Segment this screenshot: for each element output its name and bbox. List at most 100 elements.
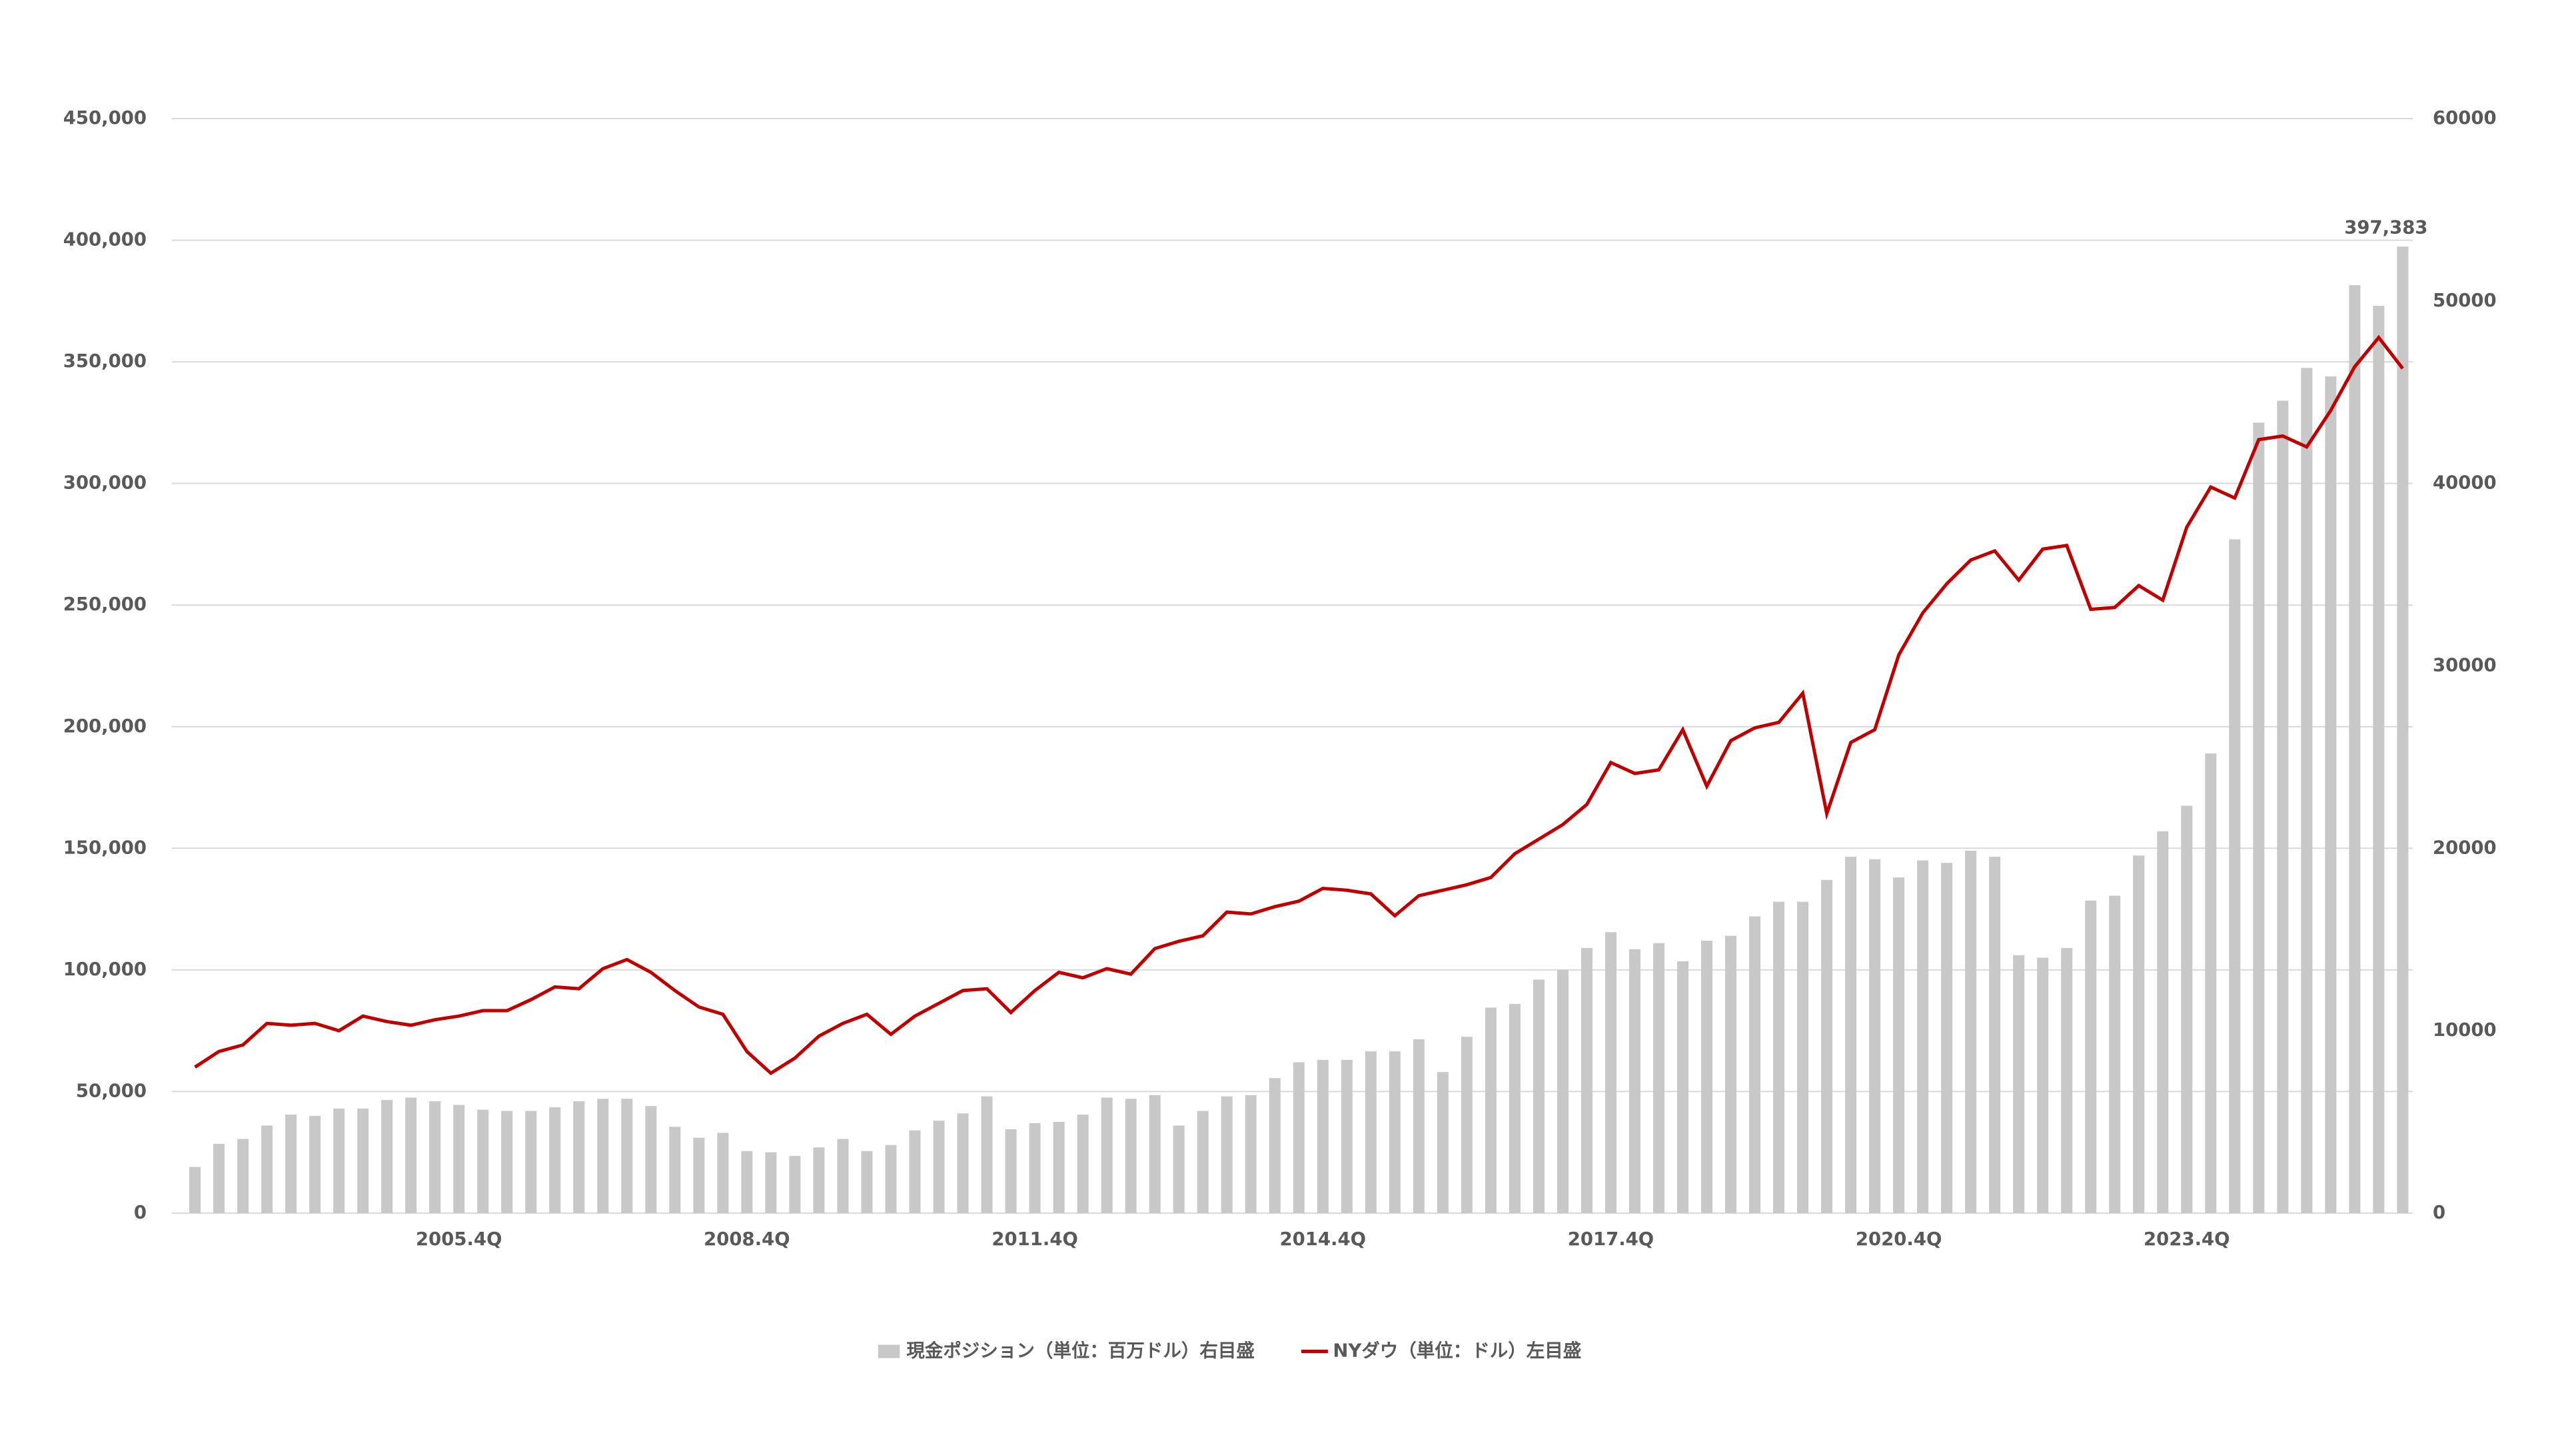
bar xyxy=(1941,863,1953,1213)
bar xyxy=(1437,1072,1449,1213)
bar xyxy=(2325,376,2337,1213)
bar xyxy=(2277,400,2289,1213)
bar xyxy=(1413,1039,1425,1213)
bar xyxy=(1005,1129,1017,1213)
y-tick-label: 250,000 xyxy=(63,594,147,615)
bar xyxy=(909,1130,921,1213)
bar xyxy=(189,1167,201,1213)
bar xyxy=(1652,943,1664,1213)
bar xyxy=(981,1096,993,1213)
bar xyxy=(2349,285,2361,1213)
bar xyxy=(1485,1007,1497,1213)
bar xyxy=(2397,246,2409,1213)
bar xyxy=(669,1127,681,1213)
bar xyxy=(1149,1095,1161,1213)
bar xyxy=(429,1101,441,1213)
bar xyxy=(1365,1051,1377,1213)
bar xyxy=(1197,1111,1209,1213)
bar xyxy=(285,1115,297,1213)
bar xyxy=(645,1106,657,1213)
value-label: 397,383 xyxy=(2344,217,2427,238)
bar xyxy=(2301,368,2313,1213)
bar xyxy=(2061,947,2073,1213)
bar xyxy=(1533,979,1545,1213)
bar xyxy=(1341,1059,1353,1213)
bar xyxy=(1293,1062,1305,1213)
bar xyxy=(1581,947,1593,1213)
bar xyxy=(1173,1125,1185,1213)
bar xyxy=(1965,850,1977,1213)
bar xyxy=(333,1108,345,1213)
bar xyxy=(1389,1051,1401,1213)
x-tick-label: 2005.4Q xyxy=(416,1228,502,1250)
bar xyxy=(741,1151,753,1213)
bar xyxy=(1628,949,1640,1213)
bar xyxy=(501,1111,513,1213)
bar xyxy=(2157,831,2169,1213)
y-tick-label: 300,000 xyxy=(63,472,147,494)
bar xyxy=(693,1137,705,1213)
bar xyxy=(1725,935,1737,1213)
legend-label: 現金ポジション（単位：百万ドル）右目盛 xyxy=(906,1340,1254,1361)
bar xyxy=(1221,1096,1233,1213)
legend-swatch xyxy=(878,1344,900,1358)
bar xyxy=(1701,941,1713,1213)
x-tick-label: 2017.4Q xyxy=(1568,1228,1654,1250)
bar xyxy=(1797,901,1809,1213)
bar xyxy=(2373,306,2385,1213)
bar xyxy=(1317,1059,1329,1213)
bar xyxy=(357,1108,369,1213)
bar xyxy=(813,1147,825,1213)
y2-tick-label: 0 xyxy=(2433,1202,2445,1223)
bar xyxy=(1821,879,1833,1213)
y-tick-label: 400,000 xyxy=(63,229,147,250)
y-tick-label: 450,000 xyxy=(63,107,147,129)
y-tick-label: 150,000 xyxy=(63,837,147,858)
bar xyxy=(2037,957,2049,1213)
x-tick-label: 2008.4Q xyxy=(704,1228,790,1250)
legend-label: NYダウ（単位：ドル）左目盛 xyxy=(1333,1340,1581,1361)
y-tick-label: 50,000 xyxy=(76,1080,147,1101)
bar xyxy=(1509,1003,1521,1213)
bar xyxy=(621,1099,633,1213)
bar xyxy=(717,1133,729,1213)
y2-tick-label: 50000 xyxy=(2433,290,2497,311)
bar xyxy=(1269,1078,1281,1213)
bar xyxy=(2229,539,2241,1213)
bar xyxy=(1125,1099,1137,1213)
x-tick-label: 2014.4Q xyxy=(1280,1228,1367,1250)
y-tick-label: 350,000 xyxy=(63,350,147,372)
x-tick-label: 2023.4Q xyxy=(2144,1228,2230,1250)
bar xyxy=(1989,857,2001,1213)
y2-tick-label: 30000 xyxy=(2433,654,2497,676)
bar xyxy=(525,1111,537,1213)
bar xyxy=(453,1105,465,1213)
y-tick-label: 0 xyxy=(134,1202,147,1223)
bar xyxy=(309,1115,321,1213)
y-tick-label: 200,000 xyxy=(63,716,147,737)
bar xyxy=(2253,422,2265,1213)
bar xyxy=(1557,969,1569,1213)
y2-tick-label: 10000 xyxy=(2433,1019,2497,1041)
bar xyxy=(573,1101,585,1213)
bar xyxy=(1461,1037,1473,1213)
bar xyxy=(1845,857,1857,1213)
bar xyxy=(237,1139,249,1213)
bar xyxy=(477,1109,489,1213)
bar xyxy=(933,1121,945,1213)
bar xyxy=(765,1152,777,1213)
x-tick-label: 2011.4Q xyxy=(991,1228,1078,1250)
bar xyxy=(1917,860,1929,1213)
bar xyxy=(2181,805,2193,1213)
bar xyxy=(957,1113,969,1213)
bar xyxy=(1605,932,1616,1213)
bar xyxy=(213,1143,225,1213)
bar xyxy=(2133,855,2145,1213)
y2-tick-label: 60000 xyxy=(2433,107,2497,129)
bar xyxy=(1245,1095,1257,1213)
bar xyxy=(861,1151,873,1213)
bar xyxy=(789,1156,801,1213)
bar xyxy=(2085,900,2097,1213)
bar xyxy=(1077,1115,1089,1213)
x-tick-label: 2020.4Q xyxy=(1856,1228,1942,1250)
